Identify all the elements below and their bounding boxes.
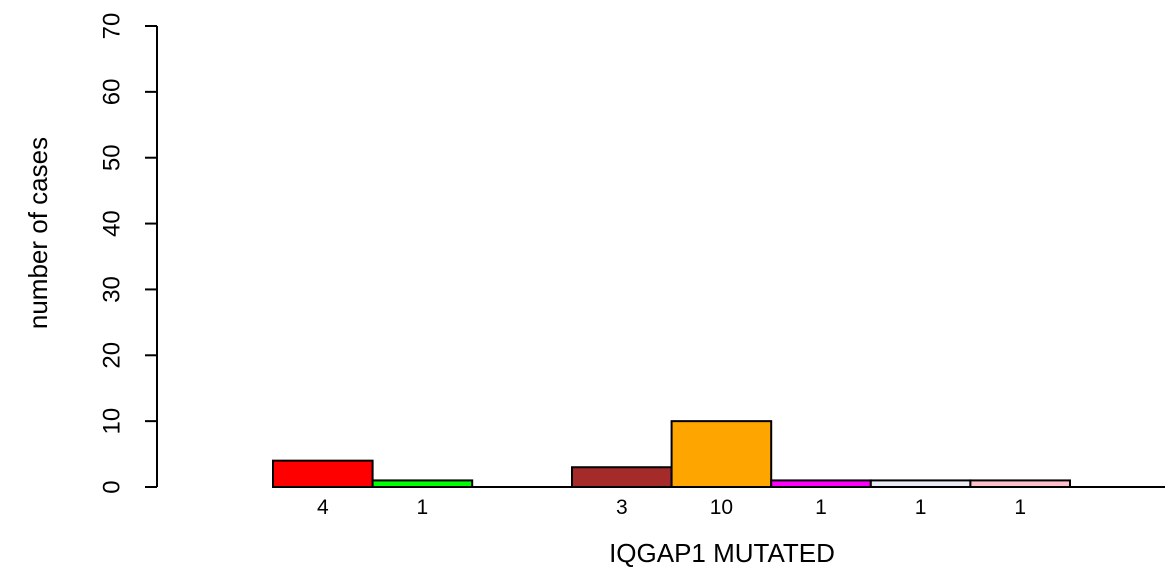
y-tick-label: 30 (99, 276, 126, 303)
bar-count-label: 1 (915, 496, 927, 519)
y-axis-title: number of cases (23, 137, 53, 329)
bar-count-labels: 4 1 3 10 1 1 1 (317, 496, 1026, 519)
y-axis: 0 10 20 30 40 50 60 70 (99, 13, 158, 494)
bar-count-label: 10 (710, 496, 733, 519)
y-tick-label: 60 (99, 79, 126, 106)
bar (670, 420, 773, 488)
bar-count-label: 1 (1014, 496, 1026, 519)
y-tick-label: 10 (99, 408, 126, 435)
bar (272, 459, 374, 488)
y-tick-label: 50 (99, 144, 126, 171)
bar-count-label: 4 (317, 496, 329, 519)
bars (272, 420, 1072, 489)
y-tick-label: 0 (99, 480, 126, 493)
x-axis-title: IQGAP1 MUTATED (609, 538, 835, 568)
y-tick-label: 70 (99, 13, 126, 40)
y-tick-label: 40 (99, 210, 126, 237)
bar-count-label: 3 (616, 496, 628, 519)
bar-count-label: 1 (417, 496, 429, 519)
bar (571, 466, 673, 489)
y-tick-label: 20 (99, 342, 126, 369)
bar-count-label: 1 (815, 496, 827, 519)
